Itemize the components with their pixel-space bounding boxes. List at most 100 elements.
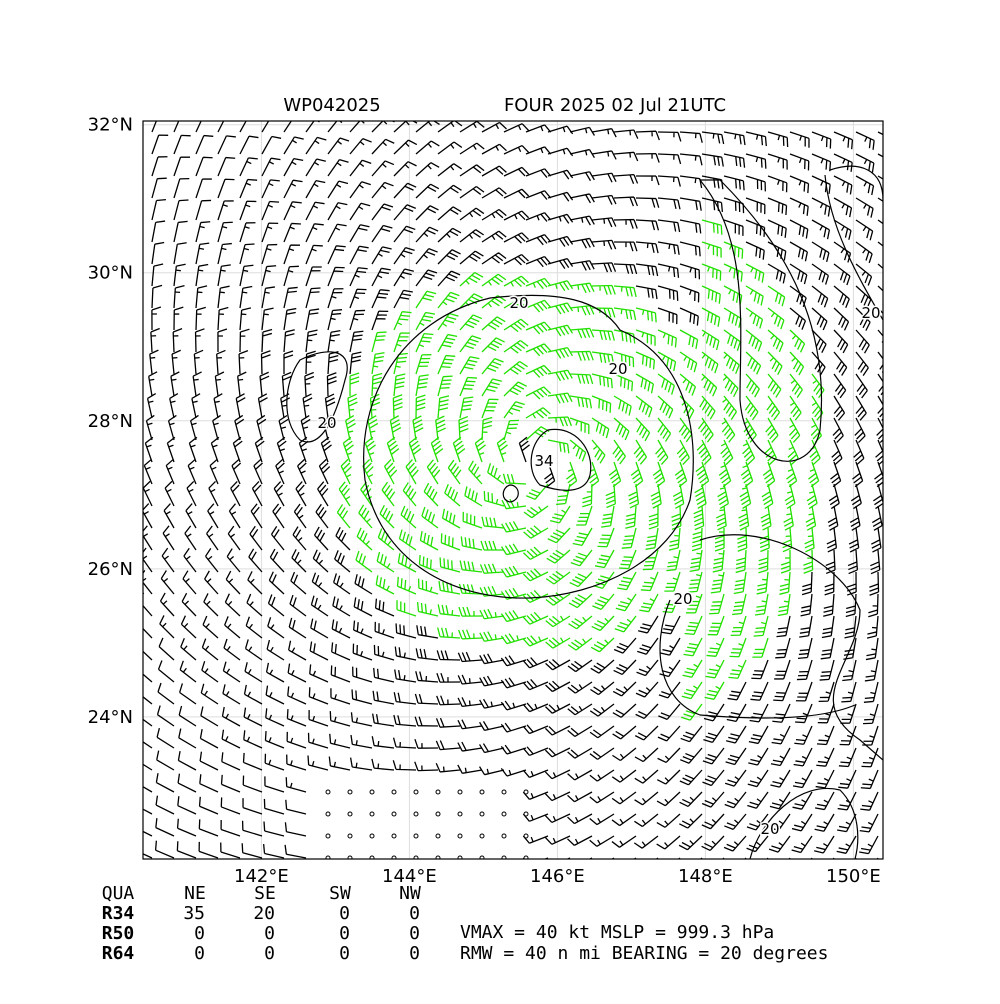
- wind-barb: [723, 153, 746, 168]
- wind-barb: [338, 481, 351, 507]
- wind-barb: [814, 791, 835, 811]
- wind-barb: [217, 328, 228, 353]
- wind-barb: [220, 774, 241, 793]
- wind-barb: [340, 458, 352, 485]
- wind-barb: [320, 436, 332, 463]
- wind-barb: [479, 721, 505, 731]
- wind-barb: [283, 329, 295, 353]
- wind-barb: [313, 526, 329, 551]
- wind-barb: [503, 401, 525, 419]
- wind-barb: [679, 197, 702, 211]
- wind-barb: [230, 481, 241, 507]
- wind-barb: [373, 644, 395, 661]
- wind-barb: [480, 540, 505, 551]
- wind-barb: [556, 483, 571, 506]
- wind-barb: [756, 571, 769, 595]
- wind-barb: [283, 244, 300, 265]
- wind-barb: [171, 349, 181, 375]
- wind-barb: [503, 275, 529, 287]
- wind-barb: [457, 697, 483, 708]
- wind-barb: [693, 505, 705, 531]
- wind-barb: [682, 659, 703, 678]
- wind-barb: [855, 285, 872, 309]
- wind-barb: [833, 241, 852, 263]
- wind-barb: [371, 310, 389, 331]
- wind-barb: [788, 857, 791, 859]
- wind-barb: [767, 329, 784, 353]
- wind-barb: [500, 722, 527, 733]
- wind-barb: [479, 675, 505, 687]
- wind-barb: [810, 857, 813, 859]
- wind-barb: [657, 175, 681, 187]
- wind-barb: [457, 741, 483, 752]
- wind-barb: [546, 549, 571, 564]
- wind-barb: [789, 153, 810, 171]
- wind-barb: [281, 371, 292, 397]
- lon-label: 146°E: [530, 866, 585, 887]
- wind-barb: [481, 165, 507, 177]
- wind-barb: [259, 371, 270, 397]
- wind-barb: [547, 369, 573, 382]
- wind-barb: [290, 571, 307, 595]
- wind-barb: [345, 415, 356, 441]
- wind-barb: [247, 571, 263, 595]
- wind-barb: [375, 575, 395, 595]
- wind-barb: [591, 239, 617, 250]
- wind-barb: [177, 773, 197, 793]
- wind-barb: [415, 248, 438, 265]
- wind-barb: [655, 857, 659, 859]
- wind-barb: [311, 572, 329, 595]
- wind-barb: [660, 637, 681, 656]
- wind-barb: [331, 642, 351, 661]
- calm: [347, 789, 353, 795]
- wind-barb: [222, 684, 241, 705]
- wind-barb: [662, 593, 681, 614]
- wind-barb: [800, 593, 813, 617]
- wind-barb: [308, 710, 329, 727]
- row-label: R34: [102, 903, 135, 924]
- wind-barb: [628, 483, 640, 509]
- wind-barb: [500, 700, 527, 711]
- wind-barb: [285, 799, 307, 815]
- wind-barb: [789, 241, 808, 262]
- wind-barb: [743, 417, 757, 443]
- wind-barb: [437, 312, 459, 331]
- wind-barb: [214, 371, 225, 397]
- wind-barb: [417, 578, 439, 595]
- wind-barb: [331, 619, 351, 639]
- wind-barb: [745, 351, 762, 375]
- wind-barb: [821, 615, 835, 639]
- wind-barb: [613, 395, 632, 416]
- table-cell: 0: [339, 943, 350, 964]
- wind-barb: [459, 185, 485, 199]
- wind-barb: [143, 718, 153, 727]
- wind-barb: [820, 637, 835, 660]
- wind-barb: [833, 373, 847, 399]
- wind-barb: [481, 143, 507, 155]
- lat-label: 26°N: [88, 559, 133, 580]
- wind-barb: [707, 615, 725, 636]
- wind-barb: [726, 703, 747, 723]
- wind-barb: [503, 360, 528, 375]
- wind-barb: [437, 291, 460, 309]
- wind-barb: [523, 525, 549, 539]
- wind-barb: [547, 213, 574, 224]
- wind-barb: [457, 674, 483, 685]
- wind-barb: [435, 740, 461, 751]
- wind-barb: [591, 615, 615, 632]
- wind-barb: [437, 354, 456, 375]
- wind-barb: [789, 351, 805, 376]
- wind-barb: [601, 505, 615, 528]
- wind-barb: [843, 637, 857, 660]
- wind-barb: [635, 241, 659, 254]
- wind-barb: [569, 260, 595, 271]
- wind-barb: [496, 436, 508, 463]
- wind-barbs: [143, 121, 883, 859]
- wind-barb: [176, 818, 197, 837]
- wind-barb: [656, 835, 681, 850]
- wind-barb: [569, 571, 593, 588]
- wind-barb: [460, 536, 483, 551]
- wind-barb: [329, 733, 351, 749]
- wind-barb: [458, 629, 483, 640]
- wind-barb: [771, 725, 791, 745]
